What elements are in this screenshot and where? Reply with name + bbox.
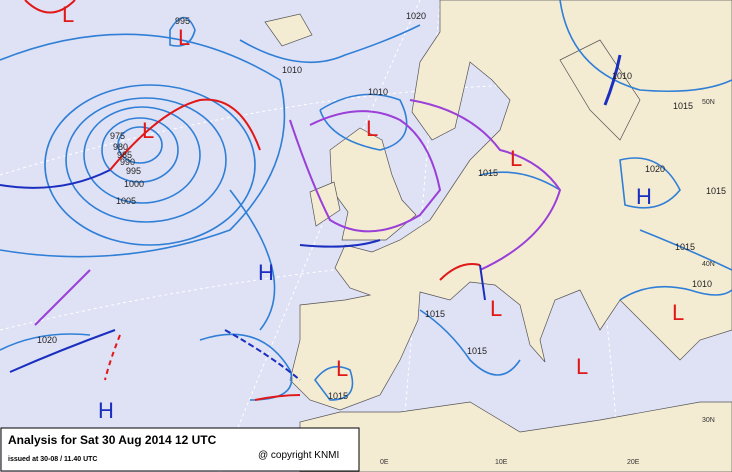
graticule-label: 40N — [702, 261, 715, 268]
isobar-label: 975 — [110, 131, 125, 141]
pressure-center: L — [510, 146, 522, 171]
isobar-label: 1010 — [612, 71, 632, 81]
graticule-label: 30N — [702, 417, 715, 424]
isobar-label: 1015 — [673, 101, 693, 111]
isobar-label: 995 — [175, 16, 190, 26]
pressure-center: L — [576, 354, 588, 379]
pressure-center: L — [336, 356, 348, 381]
pressure-center: H — [636, 184, 652, 209]
isobar-label: 1005 — [116, 196, 136, 206]
pressure-center: L — [178, 25, 190, 50]
isobar-label: 1020 — [406, 11, 426, 21]
pressure-center: L — [62, 2, 74, 27]
land — [264, 0, 732, 472]
isobar-label: 990 — [120, 157, 135, 167]
pressure-center: L — [490, 296, 502, 321]
isobar-label: 980 — [113, 142, 128, 152]
isobar-label: 1015 — [467, 346, 487, 356]
isobar-label: 985 — [117, 150, 132, 160]
caption-issued: issued at 30-08 / 11.40 UTC — [8, 456, 98, 463]
pressure-center: H — [98, 398, 114, 423]
isobar-label: 1015 — [478, 168, 498, 178]
isobar-label: 1020 — [645, 164, 665, 174]
isobar-label: 1015 — [328, 391, 348, 401]
isobar-label: 1000 — [124, 179, 144, 189]
pressure-center: L — [366, 116, 378, 141]
isobars — [0, 0, 732, 401]
isobar-label: 1010 — [692, 279, 712, 289]
caption-box — [0, 427, 360, 472]
caption-copyright: @ copyright KNMI — [258, 450, 339, 461]
pressure-center: H — [258, 260, 274, 285]
pressure-center: L — [672, 300, 684, 325]
isobar-label: 1010 — [282, 65, 302, 75]
graticule-label: 50N — [702, 99, 715, 106]
graticule-label: 0E — [380, 459, 389, 466]
pressure-center: L — [142, 118, 154, 143]
isobar-label: 1015 — [675, 242, 695, 252]
isobar-label: 1010 — [368, 87, 388, 97]
fronts — [0, 0, 622, 401]
isobar-label: 1015 — [706, 186, 726, 196]
isobar-label: 1020 — [37, 335, 57, 345]
isobar-label: 995 — [126, 166, 141, 176]
graticule-label: 20E — [627, 459, 640, 466]
graticule-label: 10E — [495, 459, 508, 466]
isobar-label: 1015 — [425, 309, 445, 319]
caption-title: Analysis for Sat 30 Aug 2014 12 UTC — [8, 433, 217, 447]
